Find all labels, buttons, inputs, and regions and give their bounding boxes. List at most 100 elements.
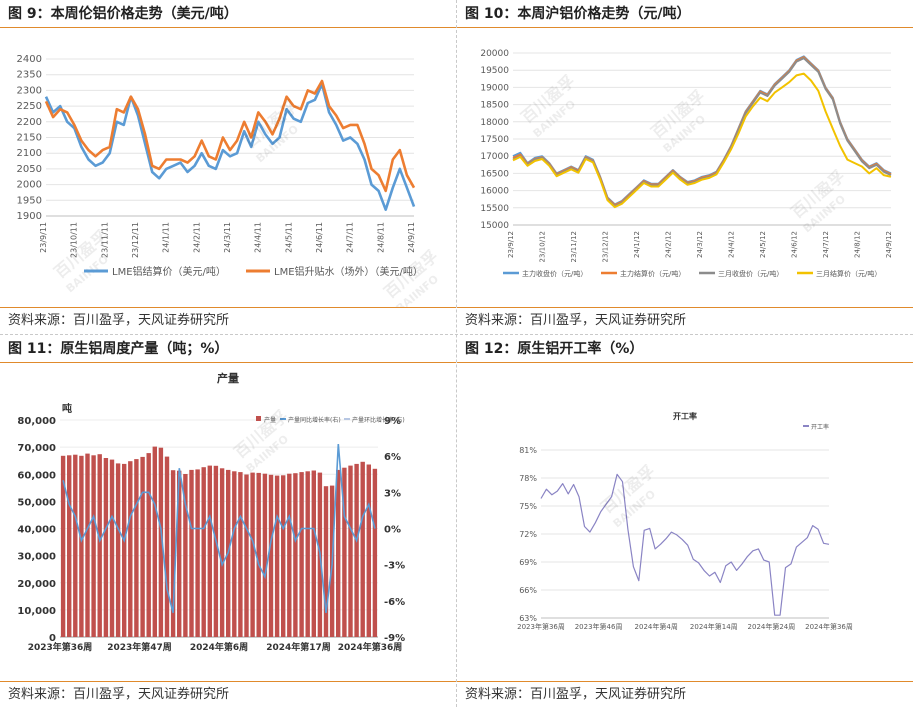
x-tick-label: 24/3/11: [223, 222, 232, 253]
x-tick-label: 24/9/11: [407, 222, 416, 253]
y-tick-label: 19000: [480, 83, 509, 93]
y-tick-label: 2150: [17, 133, 42, 144]
bar: [177, 470, 182, 637]
legend-label: 主力收盘价（元/吨）: [522, 269, 587, 278]
bar: [67, 455, 72, 637]
x-tick-label: 24/3/12: [696, 231, 704, 258]
source-note: 资料来源：百川盈孚，天风证券研究所: [0, 681, 456, 707]
source-note: 资料来源：百川盈孚，天风证券研究所: [457, 681, 913, 707]
y-tick-label: 75%: [519, 502, 537, 511]
bar: [140, 456, 145, 637]
x-tick-label: 2024年第17周: [266, 641, 331, 653]
y-tick-label: 40,000: [17, 525, 56, 536]
y-tick-label: 0: [49, 633, 56, 644]
x-tick-label: 23/10/11: [70, 222, 79, 258]
x-tick-label: 2024年第14周: [690, 622, 738, 631]
series-line-2: [44, 79, 416, 193]
bar: [134, 459, 139, 637]
legend-label: 三月结算价（元/吨）: [816, 269, 881, 278]
bar: [158, 447, 164, 637]
bar: [305, 471, 310, 637]
bar: [201, 467, 206, 637]
y-tick-label: 2000: [17, 180, 42, 191]
panel-title: 图 10：本周沪铝价格走势（元/吨）: [457, 0, 913, 28]
legend-label: 主力结算价（元/吨）: [620, 269, 685, 278]
bar: [250, 472, 255, 637]
bar: [189, 469, 194, 637]
x-tick-label: 24/1/11: [162, 222, 171, 253]
y-tick-label: 78%: [519, 474, 537, 483]
legend-label: LME铝升贴水（场外）（美元/吨）: [274, 265, 423, 278]
y-tick-label: 2200: [17, 117, 42, 128]
bar: [311, 470, 316, 637]
y-tick-label: 72%: [519, 530, 537, 539]
y-tick-label: 17000: [480, 152, 509, 162]
bar: [238, 472, 243, 637]
y-tick-label: 2300: [17, 85, 42, 96]
y2-tick-label: 0%: [384, 525, 401, 536]
legend-label: 产量同比增长率(右): [288, 416, 341, 424]
x-tick-label: 2023年第47周: [107, 641, 172, 653]
y-tick-label: 2400: [17, 54, 42, 65]
y-tick-label: 2250: [17, 101, 42, 112]
x-tick-label: 24/8/11: [376, 222, 385, 253]
source-note: 资料来源：百川盈孚，天风证券研究所: [0, 307, 456, 333]
series-line-1: [44, 82, 416, 211]
bar: [60, 455, 66, 637]
legend-label: 产量环比增长率(右): [352, 416, 405, 424]
y-tick-label: 19500: [480, 66, 509, 76]
x-tick-label: 23/10/12: [539, 231, 547, 262]
legend-label: 开工率: [811, 423, 829, 431]
y-tick-label: 18500: [480, 101, 509, 111]
lme-price-chart: 1900 1950 2000 2050 2100 2150 2200 2250 2300 2350…: [17, 54, 442, 307]
y-tick-label: 63%: [519, 614, 537, 623]
y-tick-label: 15500: [480, 204, 509, 214]
bar: [360, 461, 365, 637]
x-tick-label: 2023年第36周: [517, 622, 565, 631]
y2-tick-label: 9%: [384, 416, 401, 427]
x-tick-label: 24/4/12: [728, 231, 736, 258]
bar: [128, 461, 133, 637]
y-tick-label: 2050: [17, 164, 42, 175]
x-tick-label: 23/9/12: [507, 231, 515, 258]
operating-rate-chart: 63% 66% 69% 72% 75% 78% 81% 2023年第36周 2023年第46周 2…: [517, 411, 853, 631]
y-tick-label: 20000: [480, 49, 509, 59]
bar: [146, 453, 151, 637]
y-tick-label: 50,000: [17, 497, 56, 508]
bar: [293, 473, 298, 637]
y2-tick-label: 6%: [384, 452, 401, 463]
x-tick-label: 23/9/11: [39, 222, 48, 253]
y-tick-label: 30,000: [17, 552, 56, 563]
bar: [372, 468, 378, 637]
bar: [336, 469, 341, 637]
bar: [164, 456, 170, 637]
x-tick-label: 24/7/11: [346, 222, 355, 253]
y-tick-label: 2350: [17, 70, 42, 81]
x-tick-label: 24/6/12: [791, 231, 799, 258]
bar: [97, 454, 102, 637]
y-tick-label: 20,000: [17, 579, 56, 590]
legend-label: LME铝结算价（美元/吨）: [112, 265, 226, 278]
bar: [115, 463, 121, 637]
bar: [256, 472, 261, 637]
bar: [366, 464, 371, 637]
x-tick-label: 24/5/11: [284, 222, 293, 253]
y-tick-label: 17500: [480, 135, 509, 145]
bar: [195, 469, 200, 637]
panel-primary-aluminum-rate: 图 12：原生铝开工率（%） 63% 66% 69% 72% 75% 78% 81% 2023…: [457, 335, 913, 707]
output-chart: 产量吨010,00020,00030,00040,00050,00060,000…: [17, 371, 405, 653]
x-tick-label: 2024年第24周: [748, 622, 796, 631]
y-tick-label: 60,000: [17, 470, 56, 481]
bar: [232, 471, 237, 637]
y-tick-label: 15000: [480, 221, 509, 231]
bar: [323, 486, 329, 637]
x-tick-label: 24/2/12: [665, 231, 673, 258]
x-tick-label: 24/5/12: [759, 231, 767, 258]
y-tick-label: 16000: [480, 187, 509, 197]
x-tick-label: 24/6/11: [315, 222, 324, 253]
panel-shfe-aluminum: 图 10：本周沪铝价格走势（元/吨） 15000 15500 16000 16500 1…: [457, 0, 913, 334]
bar: [207, 465, 212, 637]
legend-swatch: [256, 416, 261, 421]
x-tick-label: 2023年第36周: [28, 641, 93, 653]
bar: [281, 475, 286, 637]
